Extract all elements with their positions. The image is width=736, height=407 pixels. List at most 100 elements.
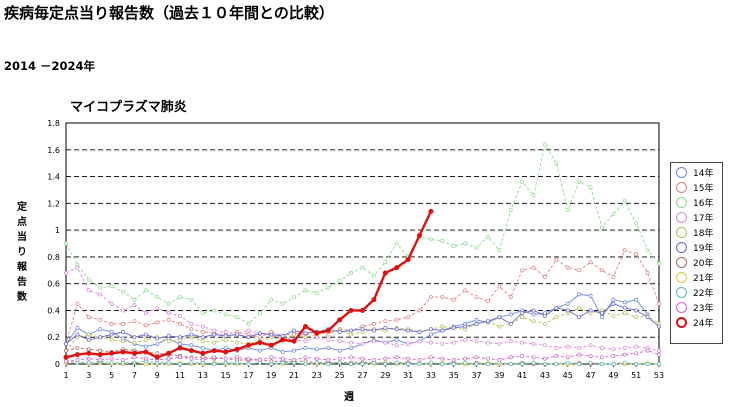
series-6-point [75,332,80,337]
series-6-point [337,329,342,334]
series-6-point [143,332,148,337]
series-2-point [497,284,502,289]
series-4-point [588,343,593,348]
series-5-point [520,315,525,320]
x-tick-label: 35 [449,371,459,380]
series-9-point [622,360,627,365]
series-2-point [508,295,513,300]
series-11-point [154,354,160,360]
legend-item: 18年 [671,225,722,240]
plot-area [65,122,660,365]
series-4-point [109,301,114,306]
series-2-point [600,268,604,273]
series-4-point [98,292,103,297]
series-3-point [269,297,274,302]
series-9-point [303,362,308,366]
series-9-point [349,362,354,366]
series-1-point [314,347,319,352]
series-10-point [64,359,68,364]
series-2-point [86,315,91,320]
y-tick-label: 1 [55,226,60,235]
series-6-point [269,332,274,337]
series-2-point [463,288,468,293]
series-11-point [405,257,411,263]
series-2-point [543,275,547,279]
series-10-point [428,355,433,360]
series-6-point [611,301,616,306]
series-10-point [451,358,456,362]
series-9-point [611,362,616,366]
series-1-point [98,327,103,332]
series-2-point [588,260,593,265]
series-9-point [474,362,479,366]
series-5-point [121,339,125,344]
series-1-point [394,337,399,342]
series-9-point [463,360,468,365]
series-3-point [451,244,456,249]
series-3-point [121,289,125,294]
legend-label: 21年 [693,274,714,284]
series-6-point [371,328,376,333]
series-10-point [212,355,217,360]
y-tick-label: 0 [55,360,60,369]
series-10-point [200,358,205,362]
series-4-point [75,265,80,270]
series-9-point [451,362,456,366]
series-6-point [600,311,604,316]
series-6-point [634,308,639,313]
legend-item: 20年 [671,255,722,270]
series-5-point [349,332,354,337]
series-11-point [74,352,80,358]
series-10-point [657,352,661,357]
series-10-point [565,355,570,360]
series-4-point [349,340,354,345]
x-tick-label: 49 [608,371,618,380]
series-9-point [554,362,559,366]
series-2-point [257,335,262,340]
series-5-point [531,319,536,324]
series-2-point [75,301,80,306]
series-5-point [634,315,639,320]
series-1-point [292,348,297,353]
series-5-point [622,311,627,316]
series-4-point [508,339,513,344]
series-6-point [417,329,422,334]
series-6-point [463,324,468,329]
x-tick-label: 9 [155,371,160,380]
series-10-point [531,355,536,360]
series-9-point [645,362,650,366]
series-6-point [474,321,479,326]
series-2-point [645,271,650,275]
series-4-point [178,313,182,318]
series-1-point [588,293,593,298]
series-1-point [577,292,582,297]
series-6-point [485,319,490,324]
series-4-point [337,339,342,344]
series-6-point [98,335,103,340]
legend-swatch-icon [676,197,687,208]
series-2-point [155,320,160,325]
series-2-point [406,315,411,320]
series-5-point [440,324,445,329]
x-tick-label: 23 [312,371,322,380]
series-11-point [120,349,126,355]
series-10-point [383,356,388,361]
series-3-point [326,285,331,290]
series-10-point [463,356,468,361]
series-11-point [359,307,365,313]
series-6-point [280,333,285,338]
series-4-point [474,339,479,344]
series-6-point [440,328,445,333]
series-2-point [200,329,205,334]
series-1-point [337,348,342,353]
series-10-point [166,356,171,361]
series-2-point [371,321,376,326]
series-4-point [440,341,445,346]
series-7-point [98,348,103,353]
series-3-point [200,311,205,316]
series-9-point [634,362,639,366]
series-5-point [223,337,228,342]
chart-title: マイコプラズマ肺炎 [70,100,187,115]
series-5-point [212,340,217,345]
series-10-point [371,358,376,362]
